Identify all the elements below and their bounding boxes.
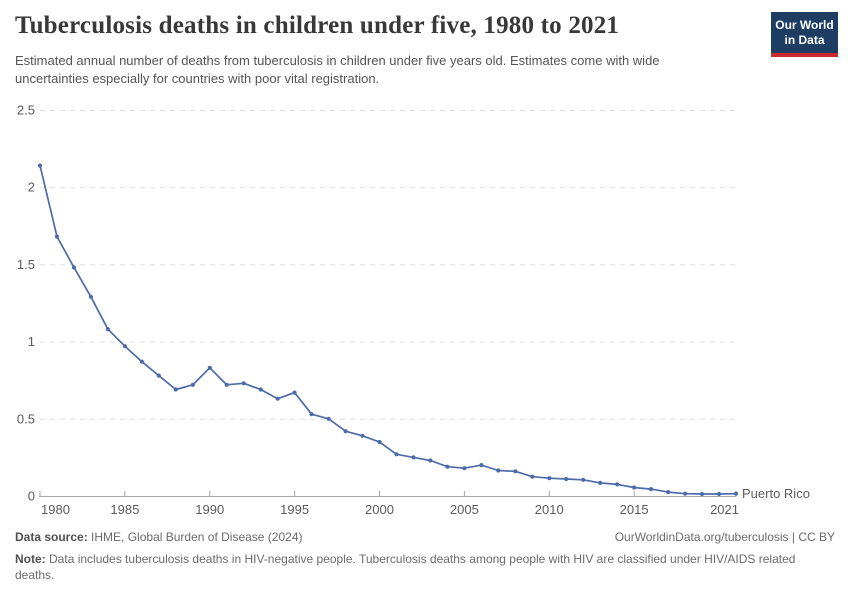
owid-credit-link[interactable]: OurWorldinData.org/tuberculosis | CC BY bbox=[614, 530, 835, 544]
chart-title: Tuberculosis deaths in children under fi… bbox=[15, 12, 620, 39]
logo-line-2: in Data bbox=[784, 32, 825, 47]
gridlines bbox=[40, 110, 736, 420]
svg-text:1980: 1980 bbox=[41, 502, 70, 517]
svg-text:2000: 2000 bbox=[365, 502, 394, 517]
chart-subtitle: Estimated annual number of deaths from t… bbox=[15, 53, 660, 87]
chart-note: Note: Data includes tuberculosis deaths … bbox=[15, 551, 810, 583]
data-source: Data source: IHME, Global Burden of Dise… bbox=[15, 530, 302, 544]
entity-label: Puerto Rico bbox=[742, 486, 810, 501]
svg-text:1985: 1985 bbox=[110, 502, 139, 517]
svg-text:2010: 2010 bbox=[535, 502, 564, 517]
svg-text:1990: 1990 bbox=[195, 502, 224, 517]
y-axis-labels: 0 0.5 1 1.5 2 2.5 bbox=[17, 103, 35, 504]
svg-text:1.5: 1.5 bbox=[17, 257, 35, 272]
series-line bbox=[39, 164, 737, 495]
svg-text:2021: 2021 bbox=[710, 502, 739, 517]
data-source-value: IHME, Global Burden of Disease (2024) bbox=[91, 530, 303, 544]
note-label: Note: bbox=[15, 552, 46, 566]
data-source-label: Data source: bbox=[15, 530, 88, 544]
svg-text:1995: 1995 bbox=[280, 502, 309, 517]
svg-text:0: 0 bbox=[28, 489, 35, 504]
svg-text:2.5: 2.5 bbox=[17, 103, 35, 118]
chart-footer: Data source: IHME, Global Burden of Dise… bbox=[15, 530, 835, 583]
series-points bbox=[37, 163, 739, 497]
svg-text:2005: 2005 bbox=[450, 502, 479, 517]
logo-line-1: Our World bbox=[775, 17, 834, 32]
note-text: Data includes tuberculosis deaths in HIV… bbox=[15, 552, 796, 583]
x-axis: 1980 1985 1990 1995 2000 2005 2010 2015 2021 bbox=[39, 491, 739, 517]
owid-logo: Our World in Data bbox=[771, 12, 838, 57]
svg-text:1: 1 bbox=[28, 334, 35, 349]
svg-text:2015: 2015 bbox=[620, 502, 649, 517]
svg-text:2: 2 bbox=[28, 180, 35, 195]
svg-text:0.5: 0.5 bbox=[17, 411, 35, 426]
